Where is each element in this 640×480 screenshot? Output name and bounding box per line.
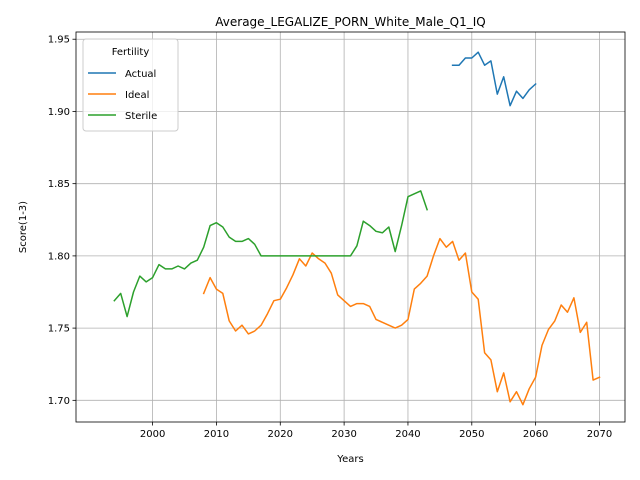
y-tick-label: 1.75	[48, 324, 70, 335]
series-line-sterile	[113, 190, 429, 318]
legend-label-sterile: Sterile	[125, 111, 157, 122]
x-tick-label: 2060	[523, 429, 548, 440]
y-axis-ticks: 1.70 1.75 1.80 1.85 1.90 1.95	[48, 35, 76, 407]
x-tick-label: 2030	[331, 429, 356, 440]
series-line-ideal	[202, 237, 601, 406]
x-tick-label: 2040	[395, 429, 420, 440]
y-tick-label: 1.70	[48, 396, 70, 407]
x-axis-ticks: 2000 2010 2020 2030 2040 2050 2060 2070	[140, 422, 612, 440]
legend-title: Fertility	[112, 47, 150, 58]
x-tick-label: 2050	[459, 429, 484, 440]
y-axis-label: Score(1-3)	[18, 201, 29, 253]
x-tick-label: 2020	[268, 429, 293, 440]
x-axis-label: Years	[336, 454, 363, 465]
x-tick-label: 2010	[204, 429, 229, 440]
legend-label-ideal: Ideal	[125, 90, 149, 101]
series-line-actual	[451, 51, 537, 107]
x-tick-label: 2000	[140, 429, 165, 440]
axes-frame	[75, 31, 626, 423]
series-lines	[113, 51, 601, 406]
legend: Fertility Actual Ideal Sterile	[82, 38, 179, 132]
chart-title: Average_LEGALIZE_PORN_White_Male_Q1_IQ	[215, 15, 485, 29]
x-tick-label: 2070	[587, 429, 612, 440]
y-tick-label: 1.85	[48, 179, 70, 190]
y-tick-label: 1.80	[48, 251, 70, 262]
legend-box	[82, 38, 179, 132]
legend-label-actual: Actual	[125, 69, 156, 80]
y-tick-label: 1.90	[48, 107, 70, 118]
y-tick-label: 1.95	[48, 35, 70, 46]
